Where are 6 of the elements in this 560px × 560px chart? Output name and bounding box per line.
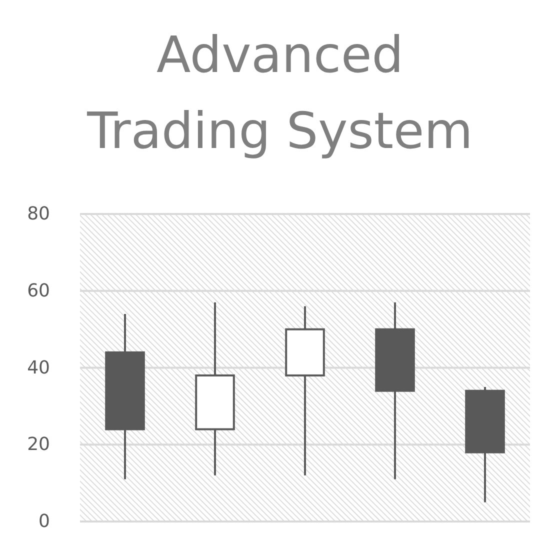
y-tick-label: 20 bbox=[27, 434, 50, 456]
y-tick-label: 0 bbox=[38, 511, 50, 532]
y-tick-label: 80 bbox=[27, 204, 50, 224]
y-tick-label: 60 bbox=[27, 280, 50, 302]
chart-title: Advanced Trading System bbox=[86, 26, 473, 160]
y-tick-label: 40 bbox=[27, 357, 50, 378]
